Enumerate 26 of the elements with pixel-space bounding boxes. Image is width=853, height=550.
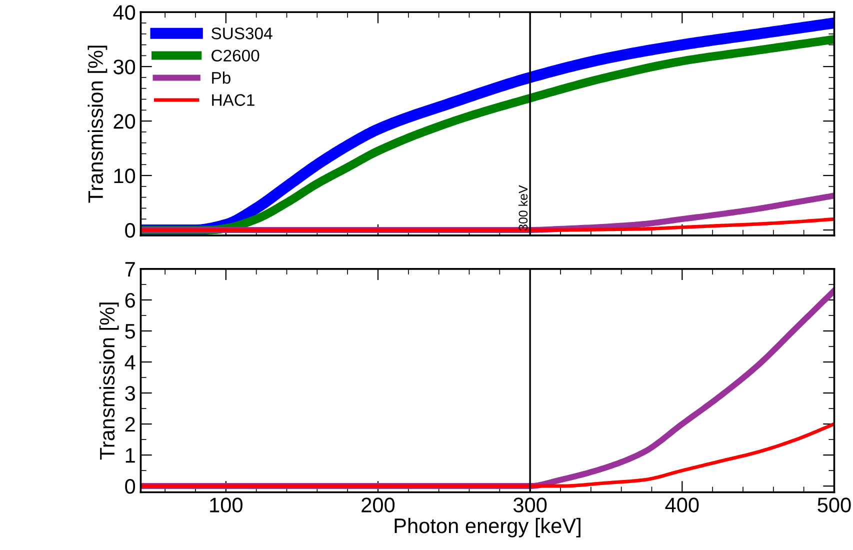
y-tick-label: 3 <box>125 386 135 401</box>
x-tick-label: 300 <box>513 498 547 512</box>
x-tick-label: 500 <box>818 498 851 512</box>
legend-label: Pb <box>212 72 230 84</box>
x-axis-title: Photon energy [keV] <box>394 518 580 538</box>
y-tick-label: 6 <box>125 292 135 308</box>
y-tick-label: 5 <box>125 324 136 339</box>
legend-label: SUS304 <box>212 28 272 40</box>
y-axis-title: Transmission [%] <box>99 302 119 460</box>
legend-label: HAC1 <box>212 94 254 106</box>
x-tick-label: 400 <box>665 498 699 512</box>
y-tick-label: 30 <box>114 60 136 74</box>
legend-label: C2600 <box>212 50 260 62</box>
y-tick-label: 40 <box>113 5 136 20</box>
x-tick-label: 200 <box>362 498 395 512</box>
y-tick-label: 10 <box>114 168 136 184</box>
y-tick-label: 1 <box>126 448 135 463</box>
y-tick-label: 4 <box>124 355 136 370</box>
y-tick-label: 0 <box>125 479 136 494</box>
y-axis-title: Transmission [%] <box>88 46 108 203</box>
ref-line-label: 300 keV <box>518 185 528 230</box>
y-tick-label: 7 <box>125 262 135 276</box>
y-tick-label: 2 <box>125 417 135 432</box>
y-tick-label: 20 <box>114 114 136 129</box>
x-tick-label: 100 <box>210 498 242 512</box>
y-tick-label: 0 <box>125 222 136 238</box>
